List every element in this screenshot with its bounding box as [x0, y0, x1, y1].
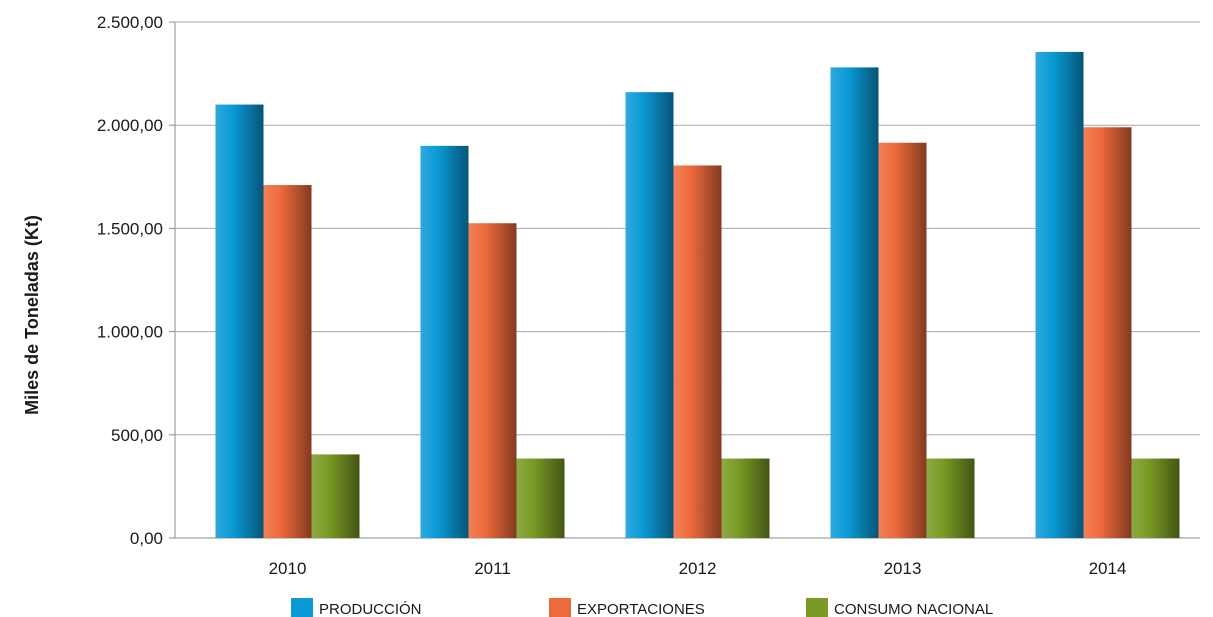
bar-exportaciones-2010 [263, 185, 312, 538]
y-tick-label: 0,00 [130, 529, 163, 548]
legend-swatch [806, 598, 828, 617]
bar-producción-2013 [830, 67, 879, 539]
y-tick-labels: 0,00 500,00 1.000,00 1.500,00 2.000,00 2.500,… [97, 13, 163, 548]
bar-exportaciones-2011 [468, 223, 517, 539]
bar-producción-2014 [1035, 51, 1084, 538]
x-tick-label: 2011 [474, 559, 511, 578]
y-axis-title: Miles de Toneladas (Kt) [22, 215, 42, 415]
bar-producción-2010 [215, 104, 264, 538]
bar-exportaciones-2014 [1083, 127, 1132, 538]
bar-exportaciones-2012 [673, 165, 722, 538]
x-tick-label: 2010 [269, 559, 307, 578]
x-tick-label: 2014 [1089, 559, 1127, 578]
legend-label: PRODUCCIÓN [319, 601, 422, 617]
y-tick-label: 2.000,00 [97, 116, 163, 135]
bar-producción-2011 [420, 145, 469, 538]
legend-item: EXPORTACIONES [549, 598, 705, 617]
x-tick-labels: 2010 2011 2012 2013 2014 [269, 559, 1127, 578]
bar-consumo-nacional-2012 [721, 458, 770, 538]
legend-swatch [291, 598, 313, 617]
legend-item: CONSUMO NACIONAL [806, 598, 993, 617]
bars [215, 51, 1180, 539]
legend-label: CONSUMO NACIONAL [834, 601, 993, 617]
y-tick-label: 2.500,00 [97, 13, 163, 32]
legend-item: PRODUCCIÓN [291, 598, 422, 617]
bar-consumo-nacional-2013 [926, 458, 975, 538]
legend-label: EXPORTACIONES [577, 601, 705, 617]
y-tick-label: 1.500,00 [97, 219, 163, 238]
y-tick-label: 1.000,00 [97, 323, 163, 342]
x-tick-label: 2012 [679, 559, 717, 578]
x-tick-label: 2013 [884, 559, 922, 578]
bar-producción-2012 [625, 92, 674, 539]
y-tick-label: 500,00 [111, 426, 163, 445]
bar-consumo-nacional-2010 [311, 454, 360, 538]
legend: PRODUCCIÓN EXPORTACIONES CONSUMO NACIONAL [291, 598, 993, 617]
bar-consumo-nacional-2014 [1131, 458, 1180, 538]
bar-consumo-nacional-2011 [516, 458, 565, 538]
bar-exportaciones-2013 [878, 142, 927, 538]
legend-swatch [549, 598, 571, 617]
